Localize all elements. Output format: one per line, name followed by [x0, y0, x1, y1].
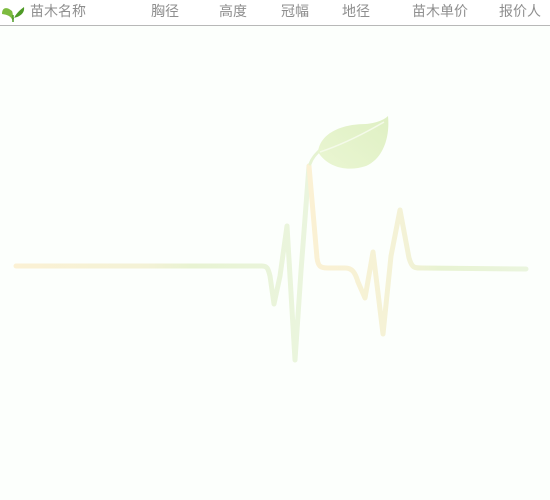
heartbeat-leaf-icon: [13, 116, 529, 363]
column-header-seedling-name[interactable]: 苗木名称: [30, 4, 86, 20]
column-header-unit-price[interactable]: 苗木单价: [412, 4, 468, 20]
column-header-chest-diameter[interactable]: 胸径: [151, 4, 179, 20]
seedling-icon: [2, 7, 25, 22]
column-header-crown-width[interactable]: 冠幅: [281, 4, 309, 20]
empty-list-area: [0, 26, 550, 500]
column-header-height[interactable]: 高度: [219, 4, 247, 20]
table-header: 苗木名称 胸径 高度 冠幅 地径 苗木单价 报价人: [0, 0, 550, 26]
column-header-quoter[interactable]: 报价人: [499, 4, 541, 20]
column-header-ground-diameter[interactable]: 地径: [342, 4, 370, 20]
